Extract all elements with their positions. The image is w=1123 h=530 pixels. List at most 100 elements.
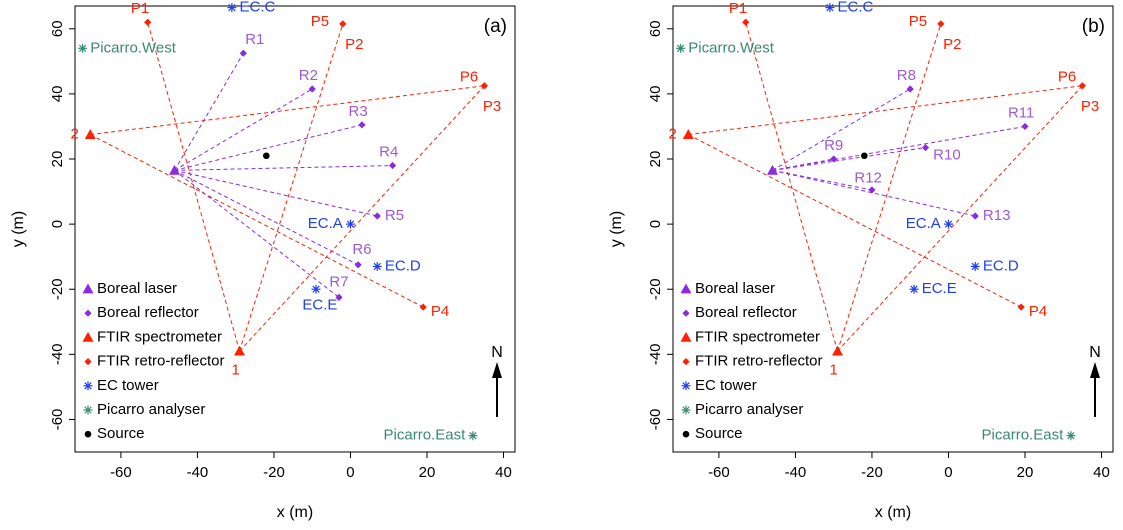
retro-reflector-label: P4 bbox=[431, 303, 449, 320]
reflector-point bbox=[868, 186, 876, 194]
retro-reflector-point bbox=[1017, 303, 1025, 311]
picarro-point-stroke bbox=[469, 432, 477, 440]
legend-marker bbox=[82, 283, 94, 294]
retro-reflector-point bbox=[339, 20, 347, 28]
picarro-label: Picarro.East bbox=[384, 427, 467, 444]
ec-tower-point bbox=[227, 3, 237, 13]
ftir-beam bbox=[147, 22, 241, 352]
ftir-spectrometer-point bbox=[84, 129, 96, 139]
legend-marker bbox=[84, 430, 92, 438]
x-tick-label: 40 bbox=[1093, 464, 1110, 481]
legend-marker bbox=[682, 358, 690, 366]
legend: Boreal laser Boreal reflector FTIR spectro… bbox=[82, 280, 225, 442]
y-tick-label: 40 bbox=[49, 86, 66, 103]
retro-reflector-label: P6 bbox=[460, 69, 478, 86]
ftir-beam bbox=[90, 85, 485, 136]
ec-tower-label: EC.D bbox=[983, 257, 1019, 274]
ec-tower-point-stroke bbox=[910, 285, 918, 293]
legend-label: Boreal reflector bbox=[97, 304, 199, 321]
laser-beam bbox=[174, 124, 363, 171]
x-tick-label: -20 bbox=[861, 464, 883, 481]
legend-marker bbox=[681, 381, 691, 391]
retro-reflector-label: P5 bbox=[909, 13, 927, 30]
x-axis-label: x (m) bbox=[277, 504, 313, 521]
legend-marker bbox=[82, 331, 94, 342]
reflector-point bbox=[354, 261, 362, 269]
legend-label: FTIR spectrometer bbox=[695, 328, 820, 345]
picarro-point-stroke bbox=[78, 44, 87, 52]
picarro-label: Picarro.West bbox=[90, 39, 176, 56]
legend-label: Picarro analyser bbox=[695, 401, 803, 418]
legend-label: Boreal laser bbox=[695, 280, 775, 297]
reflector-point bbox=[308, 85, 316, 93]
ec-tower-point-stroke bbox=[971, 262, 979, 271]
reflector-label: R2 bbox=[299, 67, 318, 84]
reflector-label: R11 bbox=[1008, 104, 1034, 121]
x-tick-label: 20 bbox=[1017, 464, 1034, 481]
legend-label: FTIR spectrometer bbox=[97, 328, 222, 345]
x-tick-label: -20 bbox=[263, 464, 285, 481]
retro-reflector-label: P2 bbox=[943, 36, 961, 53]
ec-tower-point-stroke bbox=[346, 220, 355, 228]
y-tick-label: 0 bbox=[647, 220, 664, 228]
legend-label: Boreal laser bbox=[97, 280, 177, 297]
legend-marker bbox=[84, 309, 92, 317]
retro-reflector-label: P4 bbox=[1029, 303, 1047, 320]
x-axis-label: x (m) bbox=[875, 504, 911, 521]
x-tick-label: -60 bbox=[708, 464, 730, 481]
reflector-point bbox=[388, 161, 397, 170]
reflector-point bbox=[239, 49, 247, 57]
ec-tower-point bbox=[943, 219, 953, 229]
ftir-label: 2 bbox=[70, 126, 78, 143]
ec-tower-point bbox=[825, 3, 835, 13]
reflector-label: R7 bbox=[329, 274, 348, 291]
reflector-point bbox=[373, 212, 381, 220]
reflector-point bbox=[830, 155, 838, 163]
legend-marker bbox=[680, 331, 692, 342]
x-tick-label: 40 bbox=[495, 464, 512, 481]
legend-marker bbox=[682, 430, 690, 438]
north-label: N bbox=[491, 344, 503, 361]
ftir-label: 2 bbox=[668, 126, 676, 143]
y-tick-label: -40 bbox=[647, 343, 664, 365]
panel-a: -60 -40 -20 0 20 40 -60 -40 -20 0 20 40 60 x (m) y (m)… bbox=[10, 0, 516, 521]
retro-reflector-label: P5 bbox=[311, 13, 329, 30]
retro-reflector-label: P2 bbox=[345, 36, 363, 53]
y-tick-label: 0 bbox=[49, 220, 66, 228]
reflector-point bbox=[1021, 122, 1029, 131]
ftir-beam bbox=[837, 23, 942, 352]
y-tick-label: -60 bbox=[49, 409, 66, 431]
north-arrow-head bbox=[492, 362, 502, 378]
ec-tower-point bbox=[372, 261, 382, 271]
ec-tower-point-stroke bbox=[228, 3, 236, 12]
picarro-point-stroke bbox=[1067, 432, 1075, 440]
retro-reflector-label: P1 bbox=[729, 0, 747, 17]
retro-reflector-label: P6 bbox=[1058, 69, 1076, 86]
reflector-label: R3 bbox=[349, 103, 368, 120]
x-tick-label: 0 bbox=[944, 464, 952, 481]
legend-label: Picarro analyser bbox=[97, 401, 205, 418]
legend-label: FTIR retro-reflector bbox=[97, 353, 225, 370]
reflector-point bbox=[906, 85, 914, 93]
laser-beam bbox=[772, 147, 926, 171]
ec-tower-point bbox=[970, 261, 980, 271]
source-point bbox=[263, 152, 270, 160]
y-tick-label: 60 bbox=[49, 20, 66, 37]
ec-tower-label: EC.E bbox=[922, 280, 957, 297]
boreal-laser-point bbox=[766, 164, 778, 175]
picarro-point bbox=[78, 43, 88, 53]
picarro-point-stroke bbox=[676, 44, 685, 52]
ec-tower-point bbox=[311, 284, 321, 294]
picarro-label: Picarro.East bbox=[982, 427, 1065, 444]
picarro-point bbox=[468, 431, 478, 441]
reflector-point bbox=[358, 121, 366, 129]
retro-reflector-point bbox=[144, 18, 152, 26]
source-point bbox=[861, 152, 868, 160]
laser-beam bbox=[174, 88, 313, 171]
y-tick-label: 60 bbox=[647, 20, 664, 37]
laser-beam bbox=[772, 125, 1026, 171]
plot-frame bbox=[74, 5, 516, 453]
picarro-point bbox=[676, 43, 686, 53]
legend-marker bbox=[682, 309, 690, 317]
